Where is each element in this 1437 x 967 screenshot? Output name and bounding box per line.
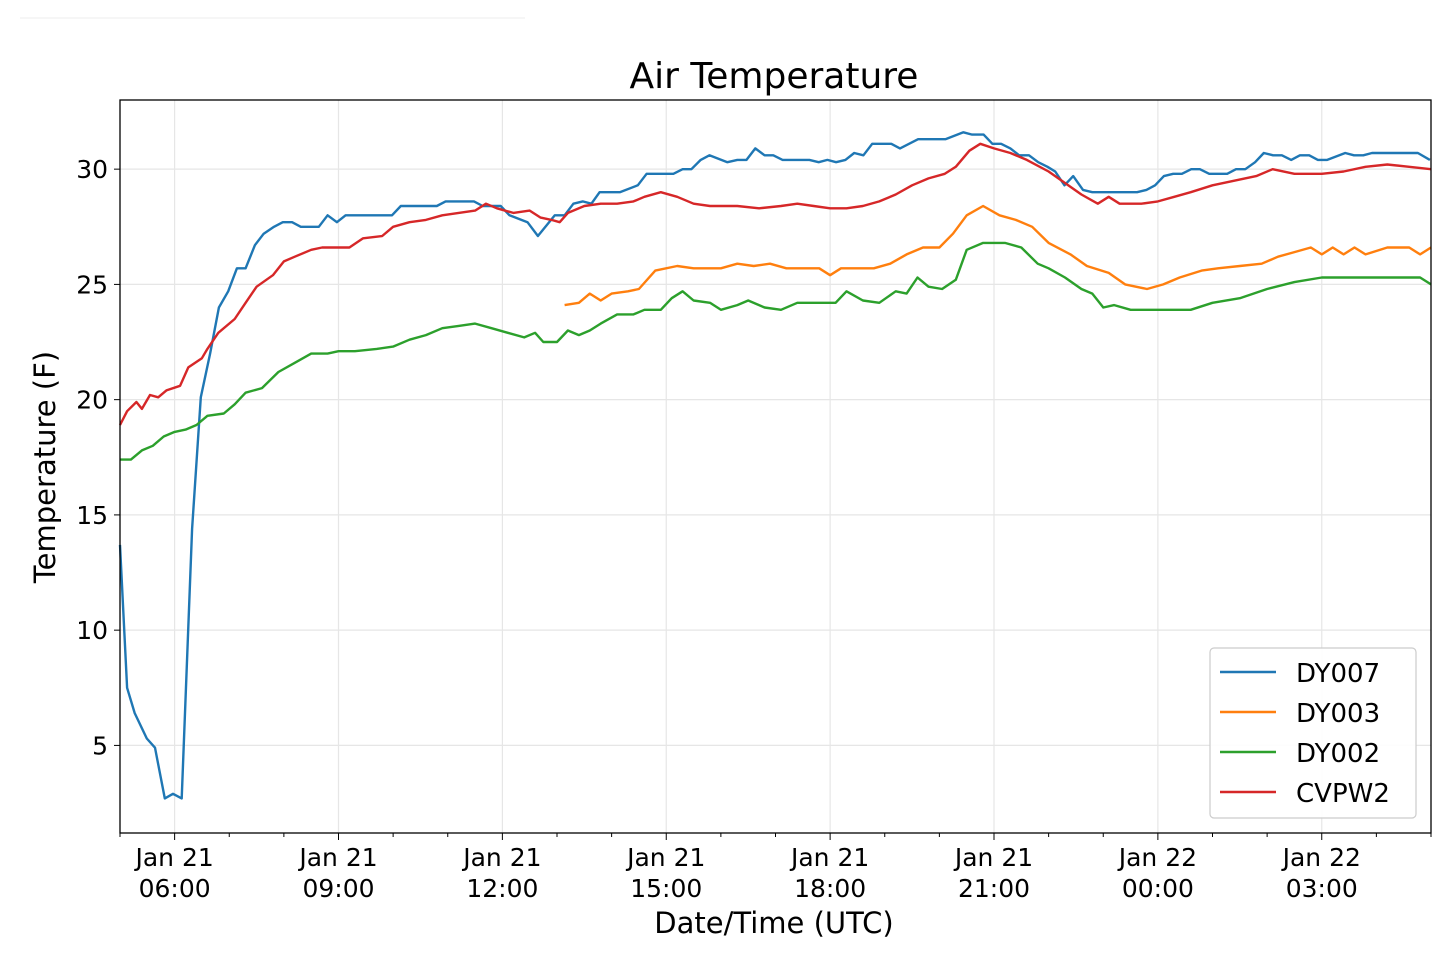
- x-tick-label-date: Jan 21: [297, 843, 377, 872]
- chart-title: Air Temperature: [630, 56, 919, 97]
- x-tick-label-date: Jan 22: [1281, 843, 1361, 872]
- x-tick-label-time: 18:00: [794, 874, 866, 903]
- legend-label-dy003: DY003: [1296, 699, 1380, 729]
- x-tick-label-date: Jan 22: [1117, 843, 1197, 872]
- series-line-dy003: [564, 204, 1432, 307]
- legend-box: [1209, 647, 1417, 819]
- y-axis-label: Temperature (F): [28, 351, 62, 584]
- y-tick-label: 15: [76, 501, 108, 530]
- series-lines: [118, 131, 1432, 800]
- series-line-dy007: [118, 131, 1431, 800]
- legend-label-cvpw2: CVPW2: [1296, 779, 1390, 809]
- x-axis-label: Date/Time (UTC): [654, 906, 893, 940]
- series-line-cvpw2: [118, 142, 1432, 426]
- x-tick-label-time: 06:00: [139, 874, 211, 903]
- series-line-dy002: [120, 241, 1432, 461]
- x-tick-label-date: Jan 21: [133, 843, 213, 872]
- x-tick-label-date: Jan 21: [789, 843, 869, 872]
- x-tick-label-date: Jan 21: [461, 843, 541, 872]
- y-tick-label: 30: [76, 155, 108, 184]
- y-tick-label: 20: [76, 386, 108, 415]
- legend: DY007 DY003 DY002 CVPW2: [1209, 647, 1417, 819]
- x-tick-label-time: 21:00: [958, 874, 1030, 903]
- y-axis-ticks: 5 10 15 20 25 30: [76, 155, 120, 760]
- grid-lines: [120, 100, 1431, 833]
- x-tick-label-time: 03:00: [1286, 874, 1358, 903]
- x-tick-label-date: Jan 21: [953, 843, 1033, 872]
- y-tick-label: 10: [76, 616, 108, 645]
- legend-label-dy007: DY007: [1296, 659, 1380, 689]
- y-tick-label: 5: [92, 731, 108, 760]
- x-tick-label-time: 09:00: [302, 874, 374, 903]
- legend-label-dy002: DY002: [1296, 739, 1380, 769]
- y-tick-label: 25: [76, 270, 108, 299]
- x-tick-label-date: Jan 21: [625, 843, 705, 872]
- x-tick-label-time: 12:00: [466, 874, 538, 903]
- x-tick-label-time: 00:00: [1122, 874, 1194, 903]
- x-tick-label-time: 15:00: [630, 874, 702, 903]
